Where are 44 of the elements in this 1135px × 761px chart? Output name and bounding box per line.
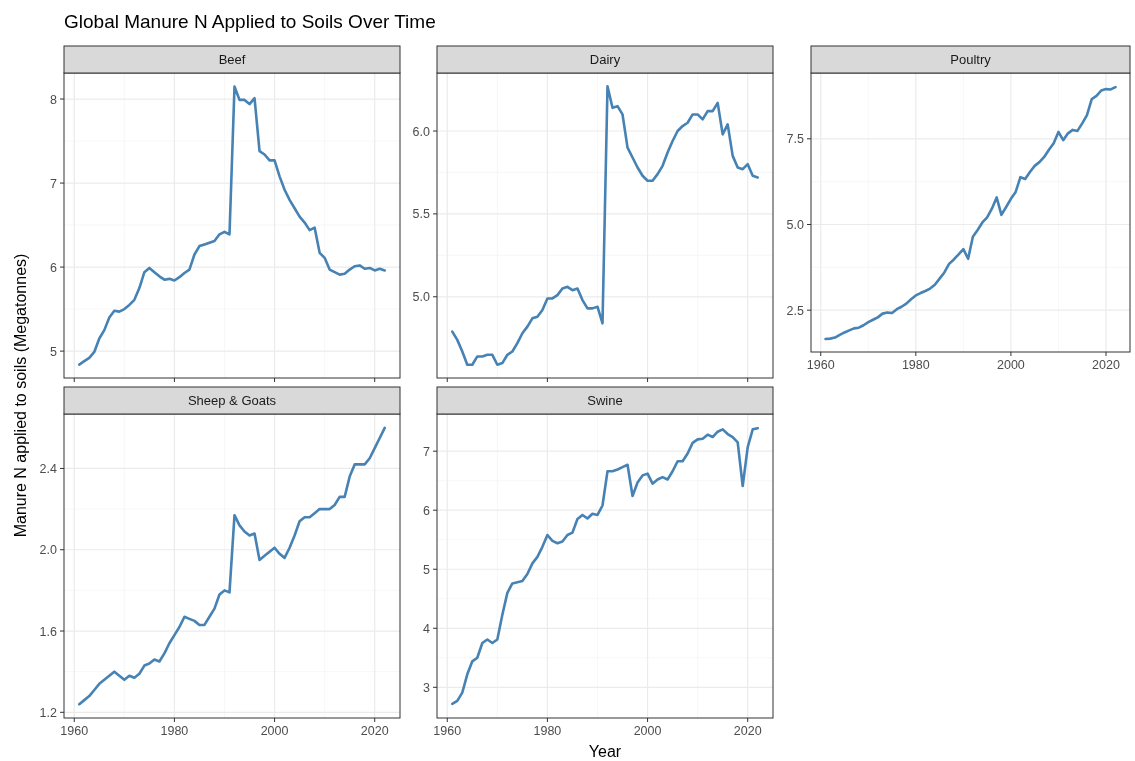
line-series	[824, 85, 1117, 341]
y-tick-label: 5.5	[412, 207, 431, 222]
line-series	[77, 426, 387, 706]
x-tick-label: 1960	[60, 724, 89, 738]
y-tick-label: 1.6	[39, 624, 58, 639]
text: Global Manure N Applied to Soils Over Time	[64, 11, 436, 32]
x-tick-label: 2020	[1092, 358, 1120, 372]
x-axis-title: Year	[588, 743, 622, 760]
y-tick-label: 2.5	[786, 303, 805, 318]
x-tick-label: 1980	[901, 358, 930, 372]
x-tick-label: 1960	[806, 358, 835, 372]
y-tick-label: 2.0	[39, 543, 58, 558]
x-tick-label: 1980	[533, 724, 562, 738]
y-tick-label: 6	[50, 260, 58, 275]
x-tick-label: 1980	[160, 724, 189, 738]
line-series	[450, 426, 760, 706]
y-tick-label: 3	[423, 680, 431, 695]
y-axis-title: Manure N applied to soils (Megatonnes)	[12, 253, 29, 538]
chart-title: Beef	[218, 52, 246, 67]
x-tick-label: 2000	[997, 358, 1025, 372]
chart-title: Sheep & Goats	[187, 393, 277, 408]
x-tick-label: 2000	[633, 724, 662, 738]
y-tick-label: 8	[50, 92, 58, 107]
y-tick-label: 5	[50, 344, 58, 359]
line-series	[450, 84, 760, 367]
y-tick-label: 5	[423, 562, 431, 577]
x-tick-label: 1960	[433, 724, 462, 738]
y-tick-label: 2.4	[39, 461, 58, 476]
y-tick-label: 5.0	[786, 218, 805, 232]
x-tick-label: 2000	[260, 724, 289, 738]
chart-title: Swine	[587, 393, 623, 408]
y-tick-label: 1.2	[39, 705, 58, 720]
chart-title: Dairy	[589, 52, 621, 67]
y-tick-label: 5.0	[412, 290, 431, 305]
y-tick-label: 6.0	[412, 124, 431, 139]
chart-title: Poultry	[950, 52, 992, 67]
y-tick-label: 6	[423, 503, 431, 518]
y-tick-label: 7.5	[786, 132, 805, 147]
x-tick-label: 2020	[733, 724, 762, 738]
x-tick-label: 2020	[360, 724, 389, 738]
y-tick-label: 7	[50, 176, 58, 191]
y-tick-label: 4	[423, 621, 431, 636]
y-tick-label: 7	[423, 444, 431, 459]
line-series	[77, 85, 387, 366]
